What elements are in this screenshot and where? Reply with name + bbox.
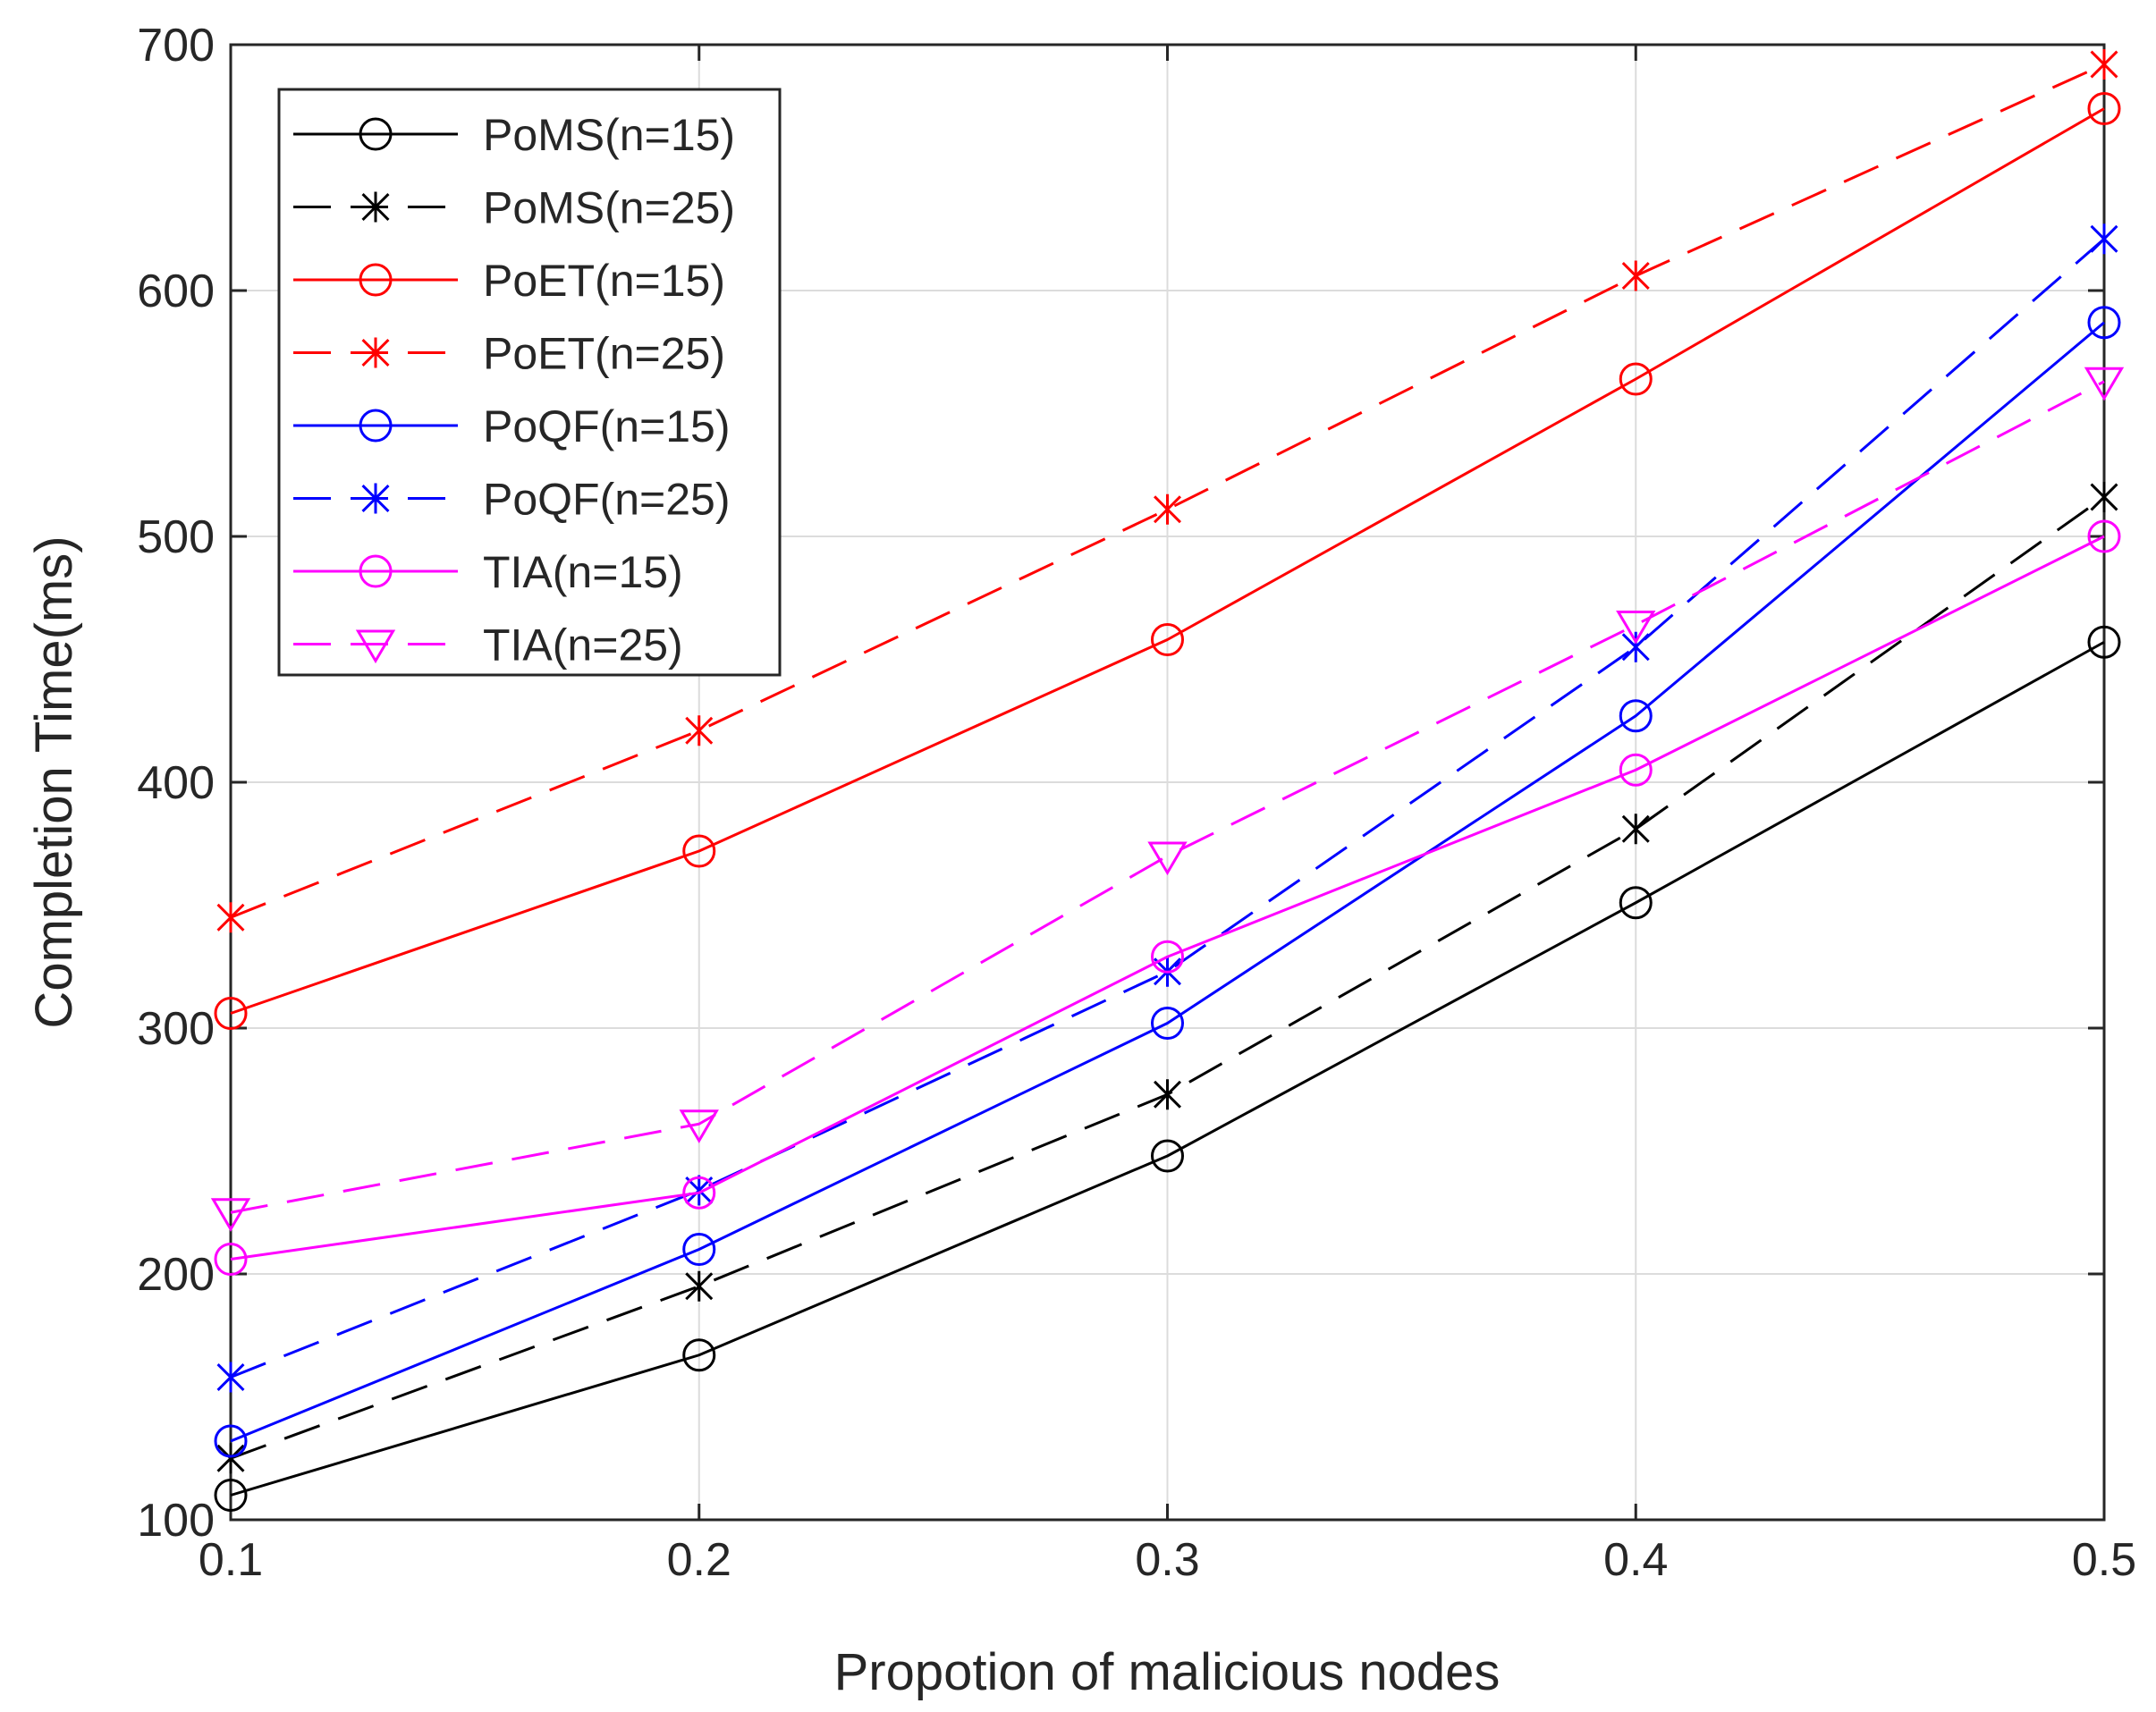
- data-point: [685, 715, 714, 746]
- legend-label: PoMS(n=25): [483, 183, 735, 233]
- legend-label: PoET(n=25): [483, 329, 725, 379]
- series-line: [230, 321, 2105, 1443]
- data-point: [1151, 1139, 1184, 1173]
- y-tick-label: 100: [137, 1495, 215, 1547]
- data-point: [1621, 631, 1650, 662]
- legend-item: PoMS(n=15): [293, 110, 735, 160]
- data-point: [2084, 367, 2125, 401]
- legend-item: PoET(n=25): [293, 329, 725, 379]
- legend-marker: [359, 263, 393, 297]
- x-tick-label: 0.4: [1603, 1534, 1668, 1586]
- data-point: [2087, 92, 2121, 125]
- data-point: [1619, 886, 1653, 920]
- legend-marker: [361, 191, 390, 223]
- legend-label: PoMS(n=15): [483, 110, 735, 160]
- data-point: [2087, 306, 2121, 340]
- series-PoET(n=25): [216, 49, 2118, 933]
- series-line: [230, 640, 2105, 1497]
- data-point: [1151, 940, 1184, 974]
- data-point: [1616, 611, 1656, 645]
- data-point: [682, 1338, 716, 1372]
- legend-item: PoMS(n=25): [293, 183, 735, 233]
- legend-item: PoQF(n=25): [293, 475, 731, 525]
- data-point: [214, 997, 248, 1030]
- x-axis-ticks: 0.1 0.2 0.3 0.4 0.5: [199, 45, 2136, 1586]
- data-point: [1619, 753, 1653, 787]
- x-tick-label: 0.3: [1135, 1534, 1199, 1586]
- data-point: [679, 1109, 719, 1143]
- data-point: [2090, 482, 2118, 512]
- series-PoMS(n=15): [214, 625, 2121, 1512]
- data-point: [1619, 362, 1653, 396]
- legend-item: PoET(n=15): [293, 256, 725, 306]
- data-point: [214, 1479, 248, 1512]
- data-point: [1153, 1079, 1182, 1110]
- data-point: [1151, 623, 1184, 656]
- data-point: [685, 1270, 714, 1302]
- x-tick-label: 0.1: [199, 1534, 263, 1586]
- x-axis-label: Propotion of malicious nodes: [834, 1643, 1501, 1701]
- legend-item: PoQF(n=15): [293, 401, 731, 451]
- series-line: [230, 535, 2105, 1261]
- legend-marker: [361, 337, 390, 368]
- series-group: [210, 49, 2125, 1512]
- series-PoQF(n=15): [214, 306, 2121, 1458]
- legend-label: TIA(n=25): [483, 620, 683, 670]
- legend-label: PoET(n=15): [483, 256, 725, 306]
- series-line: [230, 63, 2105, 919]
- data-point: [682, 1233, 716, 1266]
- data-point: [2087, 519, 2121, 553]
- data-point: [1619, 699, 1653, 733]
- x-tick-label: 0.2: [667, 1534, 731, 1586]
- data-point: [1621, 814, 1650, 845]
- series-TIA(n=25): [210, 367, 2125, 1232]
- data-point: [214, 1424, 248, 1458]
- data-point: [2087, 625, 2121, 659]
- legend-marker: [359, 409, 393, 443]
- data-point: [2090, 223, 2118, 255]
- data-point: [682, 1176, 716, 1210]
- series-line: [230, 238, 2105, 1379]
- series-line: [230, 380, 2105, 1214]
- data-point: [2090, 49, 2118, 80]
- data-point: [1151, 1007, 1184, 1040]
- y-axis-ticks: 100 200 300 400 500 600 700: [137, 20, 2104, 1547]
- data-point: [682, 834, 716, 868]
- x-tick-label: 0.5: [2072, 1534, 2136, 1586]
- y-tick-label: 600: [137, 266, 215, 317]
- legend-item: TIA(n=15): [293, 547, 683, 597]
- y-axis-label: Completion Time(ms): [25, 536, 83, 1028]
- series-PoMS(n=25): [216, 482, 2118, 1474]
- series-line: [230, 107, 2105, 1015]
- data-point: [216, 1443, 245, 1474]
- legend-marker: [361, 483, 390, 514]
- legend-label: PoQF(n=25): [483, 475, 731, 525]
- data-point: [216, 1362, 245, 1393]
- data-point: [216, 902, 245, 933]
- legend-label: PoQF(n=15): [483, 401, 731, 451]
- y-tick-label: 200: [137, 1249, 215, 1301]
- data-point: [1147, 841, 1188, 876]
- data-point: [1621, 260, 1650, 291]
- data-point: [210, 1198, 251, 1232]
- legend-marker: [359, 554, 393, 588]
- y-tick-label: 400: [137, 757, 215, 809]
- legend-marker: [359, 117, 393, 151]
- legend-item: TIA(n=25): [293, 620, 683, 670]
- series-PoET(n=15): [214, 92, 2121, 1030]
- y-tick-label: 300: [137, 1003, 215, 1055]
- y-tick-label: 700: [137, 20, 215, 72]
- y-tick-label: 500: [137, 511, 215, 563]
- legend: PoMS(n=15) PoMS(n=25) PoET(n=15) PoET(n=25)…: [277, 88, 782, 677]
- data-point: [1153, 493, 1182, 525]
- legend-marker: [355, 629, 396, 664]
- series-TIA(n=15): [214, 519, 2121, 1276]
- legend-label: TIA(n=15): [483, 547, 683, 597]
- data-point: [214, 1243, 248, 1276]
